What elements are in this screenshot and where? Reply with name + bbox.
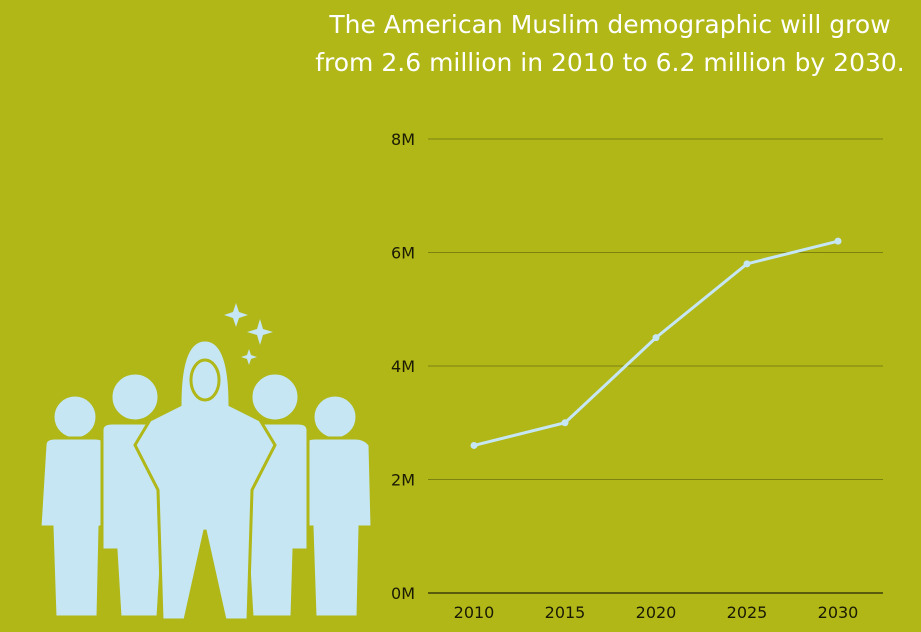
x-tick-label: 2010 — [454, 603, 495, 622]
title-line-2: from 2.6 million in 2010 to 6.2 million … — [315, 48, 905, 77]
data-point — [470, 441, 478, 449]
x-tick-label: 2015 — [545, 603, 586, 622]
y-tick-label: 6M — [391, 244, 415, 263]
data-point — [834, 237, 842, 245]
chart-title: The American Muslim demographic will gro… — [300, 6, 920, 82]
y-tick-label: 2M — [391, 471, 415, 490]
x-tick-label: 2025 — [727, 603, 768, 622]
y-tick-label: 4M — [391, 357, 415, 376]
x-tick-label: 2020 — [636, 603, 677, 622]
y-tick-label: 0M — [391, 584, 415, 603]
data-point — [561, 419, 569, 427]
data-point — [652, 334, 660, 342]
people-group-icon — [38, 303, 374, 622]
title-line-1: The American Muslim demographic will gro… — [329, 10, 891, 39]
series-line — [473, 239, 839, 447]
y-tick-label: 8M — [391, 130, 415, 149]
data-point — [743, 260, 751, 268]
x-tick-label: 2030 — [818, 603, 859, 622]
